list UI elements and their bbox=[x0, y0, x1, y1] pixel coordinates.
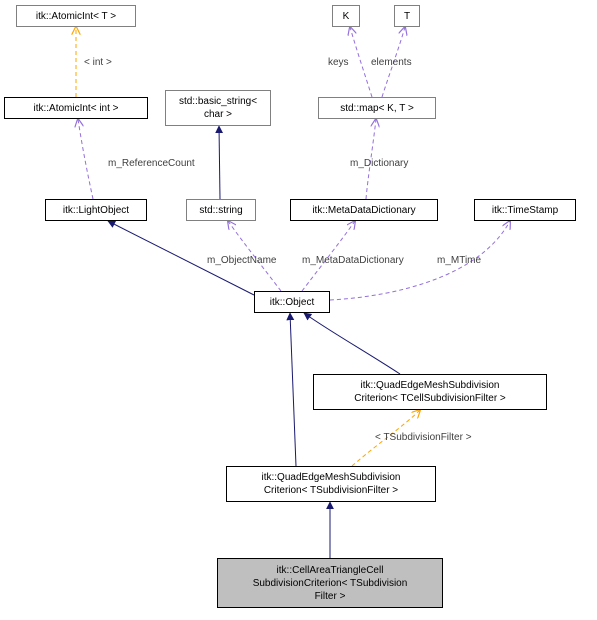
node-metadatadict[interactable]: itk::MetaDataDictionary bbox=[290, 199, 438, 221]
edge-map-t bbox=[382, 27, 405, 97]
node-qem_tcell[interactable]: itk::QuadEdgeMeshSubdivision Criterion< … bbox=[313, 374, 547, 410]
node-basic_string[interactable]: std::basic_string< char > bbox=[165, 90, 271, 126]
inheritance-diagram: itk::AtomicInt< T > K Titk::AtomicInt< int… bbox=[0, 0, 597, 620]
edge-label-6: m_MetaDataDictionary bbox=[302, 255, 404, 266]
edge-map-k bbox=[350, 27, 372, 97]
edge-label-7: m_MTime bbox=[437, 255, 481, 266]
node-object[interactable]: itk::Object bbox=[254, 291, 330, 313]
node-atomicint_int[interactable]: itk::AtomicInt< int > bbox=[4, 97, 148, 119]
edge-label-8: < TSubdivisionFilter > bbox=[375, 432, 472, 443]
edge-lightobject-atomicint_int bbox=[78, 119, 93, 199]
node-stdstring[interactable]: std::string bbox=[186, 199, 256, 221]
edge-label-2: keys bbox=[328, 57, 349, 68]
edge-label-4: m_Dictionary bbox=[350, 158, 408, 169]
node-atomicint_t[interactable]: itk::AtomicInt< T > bbox=[16, 5, 136, 27]
edge-object-timestamp bbox=[330, 221, 510, 300]
edge-label-1: m_ReferenceCount bbox=[108, 158, 195, 169]
edge-metadatadict-map bbox=[366, 119, 376, 199]
edge-qem_tcell-object bbox=[304, 313, 400, 374]
edge-object-stdstring bbox=[228, 221, 281, 291]
node-qem_tsub[interactable]: itk::QuadEdgeMeshSubdivision Criterion< … bbox=[226, 466, 436, 502]
edge-label-3: elements bbox=[371, 57, 412, 68]
node-k[interactable]: K bbox=[332, 5, 360, 27]
edge-qem_tsub-qem_tcell bbox=[352, 410, 420, 466]
node-timestamp[interactable]: itk::TimeStamp bbox=[474, 199, 576, 221]
edge-qem_tsub-object bbox=[290, 313, 296, 466]
node-map[interactable]: std::map< K, T > bbox=[318, 97, 436, 119]
node-cellarea[interactable]: itk::CellAreaTriangleCell SubdivisionCri… bbox=[217, 558, 443, 608]
edge-stdstring-basic_string bbox=[219, 126, 220, 199]
node-t[interactable]: T bbox=[394, 5, 420, 27]
edge-label-5: m_ObjectName bbox=[207, 255, 276, 266]
edge-label-0: < int > bbox=[84, 57, 112, 68]
node-lightobject[interactable]: itk::LightObject bbox=[45, 199, 147, 221]
edge-object-metadatadict bbox=[302, 221, 355, 291]
edge-object-lightobject bbox=[108, 221, 254, 295]
